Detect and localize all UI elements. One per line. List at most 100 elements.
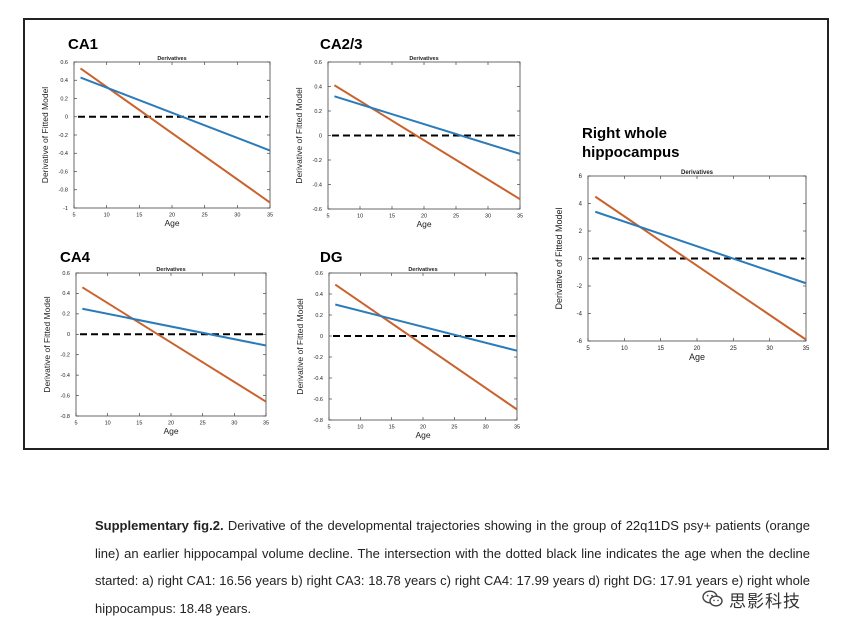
y-tick-label: 6 bbox=[579, 174, 583, 180]
x-tick-label: 10 bbox=[105, 421, 111, 427]
y-tick-label: 0.2 bbox=[314, 109, 322, 115]
y-tick-label: -0.8 bbox=[61, 414, 70, 420]
y-tick-label: -1 bbox=[63, 206, 68, 212]
x-tick-label: 5 bbox=[327, 425, 330, 431]
x-tick-label: 20 bbox=[169, 213, 175, 219]
series-line-blue bbox=[334, 95, 521, 155]
watermark-text: 思影科技 bbox=[729, 591, 801, 612]
x-tick-label: 5 bbox=[74, 421, 77, 427]
y-tick-label: 0 bbox=[65, 115, 68, 121]
x-axis-label: Age bbox=[415, 430, 430, 440]
y-tick-label: 0.4 bbox=[314, 84, 322, 90]
caption-text: Derivative of the developmental trajecto… bbox=[95, 518, 810, 616]
series-line-blue bbox=[335, 303, 518, 352]
x-tick-label: 15 bbox=[389, 214, 395, 220]
plot-title: Derivatives bbox=[681, 170, 714, 176]
x-tick-label: 30 bbox=[766, 346, 773, 352]
x-tick-label: 10 bbox=[357, 425, 363, 431]
y-tick-label: -0.2 bbox=[59, 133, 68, 139]
y-tick-label: -0.6 bbox=[61, 393, 70, 399]
y-tick-label: -0.4 bbox=[314, 376, 323, 382]
y-tick-label: 0 bbox=[67, 332, 70, 338]
x-tick-label: 10 bbox=[357, 214, 363, 220]
chart-ca1: Derivatives 5 10 15 20 25 30 35 -1 -0.8 -0.6 -0.4 -0… bbox=[40, 56, 273, 228]
y-tick-label: -0.2 bbox=[61, 352, 70, 358]
chart-ca23: Derivatives 5 10 15 20 25 30 35 -0.6 -0.4 -0.2 0 0.2… bbox=[294, 56, 523, 229]
x-tick-label: 25 bbox=[453, 214, 459, 220]
y-axis-label: Derivative of Fitted Model bbox=[42, 296, 52, 392]
x-tick-label: 35 bbox=[263, 421, 269, 427]
plot-frame bbox=[75, 272, 267, 417]
y-tick-label: 0.2 bbox=[315, 313, 323, 319]
panel-title-ca1: CA1 bbox=[68, 36, 99, 53]
y-tick-label: -0.8 bbox=[59, 188, 68, 194]
y-tick-label: 0.6 bbox=[60, 60, 68, 66]
x-tick-label: 5 bbox=[586, 346, 590, 352]
chart-ca4: Derivatives 5 10 15 20 25 30 35 -0.8 -0.6 -0.4 -0.2… bbox=[42, 267, 269, 436]
y-tick-label: 0.6 bbox=[315, 271, 323, 277]
chart-dg: Derivatives 5 10 15 20 25 30 35 -0.8 -0.6 -0.4 -0.2… bbox=[295, 267, 520, 440]
caption-label: Supplementary fig.2. bbox=[95, 518, 224, 533]
plot-frame bbox=[328, 272, 518, 421]
x-tick-label: 15 bbox=[657, 346, 664, 352]
series-line-blue bbox=[82, 307, 267, 347]
y-tick-label: 0 bbox=[579, 257, 583, 263]
y-tick-label: -0.4 bbox=[59, 151, 68, 157]
y-tick-label: -0.2 bbox=[314, 355, 323, 361]
y-tick-label: -2 bbox=[577, 284, 583, 290]
y-tick-label: 0.4 bbox=[60, 78, 68, 84]
chart-whole-hippocampus: Derivatives 5 10 15 20 25 30 35 -6 -4 -2 0 2 4 6 Age Der… bbox=[554, 170, 810, 362]
x-tick-label: 35 bbox=[514, 425, 520, 431]
y-tick-label: -0.8 bbox=[314, 418, 323, 424]
series-line-blue bbox=[80, 76, 271, 152]
series-line-orange bbox=[334, 283, 518, 411]
x-tick-label: 15 bbox=[136, 421, 142, 427]
series-line-orange bbox=[333, 84, 521, 201]
y-axis-label: Derivative of Fitted Model bbox=[40, 87, 50, 183]
series-line-blue bbox=[594, 210, 807, 285]
x-tick-label: 15 bbox=[136, 213, 142, 219]
panel-title-ca4: CA4 bbox=[60, 249, 91, 266]
x-tick-label: 25 bbox=[200, 421, 206, 427]
wechat-icon bbox=[702, 590, 723, 607]
series-line-orange bbox=[594, 195, 807, 341]
y-tick-label: 4 bbox=[579, 202, 583, 208]
y-axis-label: Derivative of Fitted Model bbox=[294, 87, 304, 183]
y-tick-label: -0.2 bbox=[313, 158, 322, 164]
x-tick-label: 5 bbox=[326, 214, 329, 220]
y-tick-label: -6 bbox=[577, 339, 583, 345]
plot-title: Derivatives bbox=[408, 267, 437, 273]
x-tick-label: 35 bbox=[803, 346, 810, 352]
y-tick-label: -0.4 bbox=[61, 373, 70, 379]
x-tick-label: 25 bbox=[730, 346, 737, 352]
panel-title-whole-hippocampus: Right whole hippocampus bbox=[582, 125, 680, 161]
x-tick-label: 20 bbox=[168, 421, 174, 427]
x-axis-label: Age bbox=[163, 426, 178, 436]
x-tick-label: 35 bbox=[267, 213, 273, 219]
y-tick-label: 0.2 bbox=[60, 96, 68, 102]
x-tick-label: 15 bbox=[389, 425, 395, 431]
y-axis-label: Derivative of Fitted Model bbox=[554, 207, 564, 309]
plot-title: Derivatives bbox=[156, 267, 185, 273]
x-axis-label: Age bbox=[416, 219, 431, 229]
watermark: 思影科技 bbox=[702, 588, 801, 612]
y-tick-label: -0.6 bbox=[313, 207, 322, 213]
x-tick-label: 5 bbox=[72, 213, 75, 219]
y-tick-label: 2 bbox=[579, 229, 583, 235]
plot-title: Derivatives bbox=[157, 56, 186, 62]
x-tick-label: 35 bbox=[517, 214, 523, 220]
x-tick-label: 10 bbox=[104, 213, 110, 219]
x-tick-label: 30 bbox=[485, 214, 491, 220]
y-tick-label: 0 bbox=[320, 334, 323, 340]
y-tick-label: -0.4 bbox=[313, 182, 322, 188]
x-axis-label: Age bbox=[689, 352, 705, 362]
y-axis-label: Derivative of Fitted Model bbox=[295, 298, 305, 394]
x-axis-label: Age bbox=[164, 218, 179, 228]
y-tick-label: -0.6 bbox=[59, 169, 68, 175]
x-tick-label: 25 bbox=[202, 213, 208, 219]
x-tick-label: 20 bbox=[420, 425, 426, 431]
y-tick-label: -4 bbox=[577, 312, 583, 318]
plot-title: Derivatives bbox=[409, 56, 438, 62]
x-tick-label: 25 bbox=[451, 425, 457, 431]
y-tick-label: 0.2 bbox=[62, 312, 70, 318]
